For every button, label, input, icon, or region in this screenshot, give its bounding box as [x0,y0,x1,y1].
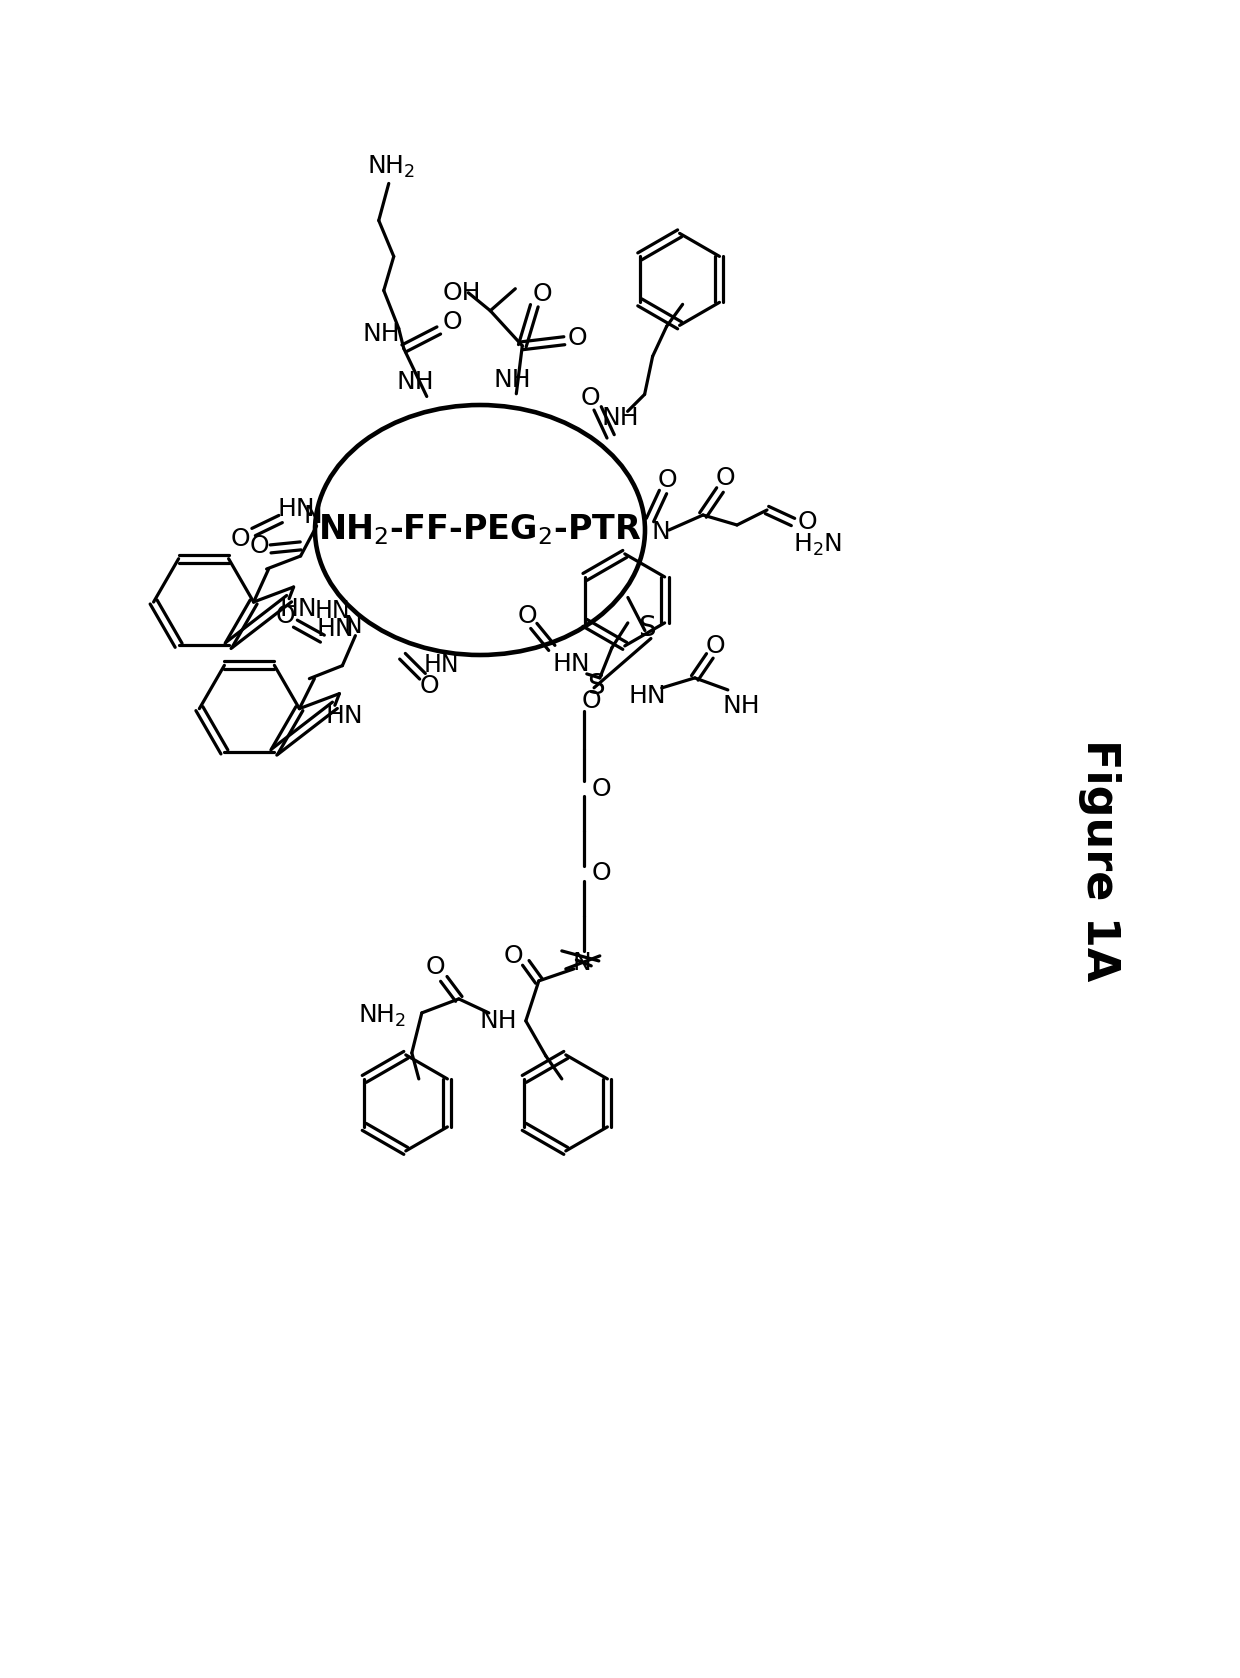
Text: N: N [652,520,671,544]
Text: O: O [591,777,611,800]
Text: NH: NH [494,367,531,391]
Text: S: S [639,614,656,643]
Text: O: O [503,945,523,968]
Text: N: N [573,951,591,975]
Text: O: O [715,466,735,490]
Text: HN: HN [314,599,350,623]
Text: S: S [588,671,605,700]
Text: H$_2$N: H$_2$N [794,532,842,559]
Text: NH: NH [601,406,640,430]
Text: NH: NH [480,1008,517,1034]
Text: O: O [568,326,587,349]
Text: N: N [343,614,362,638]
Text: Figure 1A: Figure 1A [1079,738,1121,982]
Text: HN: HN [280,597,317,621]
Text: OH: OH [443,280,481,305]
Text: O: O [532,282,552,305]
Text: O: O [657,468,677,492]
Text: O: O [797,510,817,534]
Text: O: O [582,690,601,713]
Text: HN: HN [553,651,590,676]
Text: NH$_2$-FF-PEG$_2$-PTR: NH$_2$-FF-PEG$_2$-PTR [319,513,642,547]
Text: O: O [419,675,439,698]
Text: HN: HN [326,703,363,728]
Text: NH: NH [363,322,401,346]
Text: HN: HN [629,685,667,708]
Text: O: O [591,861,611,884]
Text: O: O [518,604,538,628]
Text: NH: NH [397,371,434,394]
Text: O: O [231,527,250,550]
Text: O: O [275,604,295,628]
Text: O: O [580,386,600,411]
Text: NH$_2$: NH$_2$ [357,1003,405,1029]
Text: O: O [443,310,463,334]
Text: O: O [249,534,269,557]
Text: NH: NH [723,695,760,718]
Text: O: O [706,634,725,658]
Text: N: N [304,503,322,529]
Text: HN: HN [316,616,355,641]
Text: O: O [427,955,445,978]
Text: HN: HN [278,497,315,520]
Text: HN: HN [424,653,459,678]
Text: NH$_2$: NH$_2$ [367,153,415,180]
